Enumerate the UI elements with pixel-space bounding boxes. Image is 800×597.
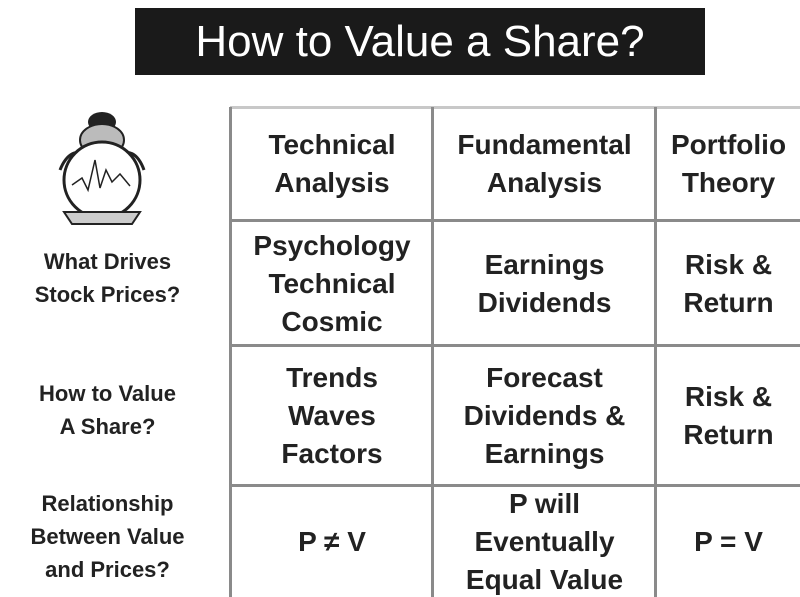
- text-line: What Drives: [43, 248, 172, 274]
- grid-line: [230, 219, 800, 222]
- text-line: Psychology: [253, 229, 411, 261]
- table-cell: P will Eventually Equal Value: [434, 487, 655, 597]
- table-cell: Earnings Dividends: [434, 222, 655, 345]
- text-line: Between Value: [30, 523, 185, 549]
- text-line: Earnings: [484, 248, 605, 280]
- text-line: How to Value: [39, 381, 176, 406]
- text-line: Analysis: [274, 167, 390, 198]
- column-header: Portfolio Theory: [657, 108, 800, 220]
- table-cell: Risk & Return: [657, 222, 800, 345]
- column-header: Technical Analysis: [232, 108, 432, 220]
- row-label: Relationship Between Value and Prices?: [0, 481, 215, 591]
- text-line: Factors: [281, 438, 383, 469]
- text-line: Technical: [268, 267, 396, 299]
- text-line: Theory: [681, 167, 776, 198]
- text-line: and Prices?: [45, 556, 170, 582]
- grid-line: [230, 484, 800, 487]
- table-cell: Forecast Dividends & Earnings: [434, 347, 655, 485]
- grid-line: [230, 106, 800, 109]
- fortune-teller-icon: [58, 112, 146, 225]
- text-line: Cosmic: [281, 305, 383, 337]
- text-line: Return: [683, 286, 774, 318]
- grid-line: [229, 107, 232, 597]
- text-line: Stock Prices?: [34, 281, 181, 307]
- text-line: Analysis: [486, 167, 603, 198]
- grid-line: [230, 344, 800, 347]
- text-line: Return: [683, 419, 774, 450]
- text-line: Eventually: [474, 526, 615, 557]
- text-line: Dividends: [477, 286, 612, 318]
- text-line: Risk &: [684, 381, 773, 412]
- text-line: Equal Value: [465, 564, 624, 595]
- table-cell: Psychology Technical Cosmic: [232, 222, 432, 345]
- text-line: Relationship: [41, 490, 174, 516]
- text-line: Forecast: [486, 362, 603, 393]
- text-line: Earnings: [484, 438, 605, 469]
- grid-line: [431, 107, 434, 597]
- text-line: P will: [508, 488, 581, 519]
- table-cell: P ≠ V: [232, 487, 432, 597]
- text-line: Trends: [286, 362, 378, 393]
- grid-line: [654, 107, 657, 597]
- text-line: Fundamental: [457, 129, 632, 160]
- text-line: Technical: [268, 129, 396, 160]
- text-line: Waves: [288, 400, 376, 431]
- row-label: What Drives Stock Prices?: [0, 216, 215, 339]
- table-cell: P = V: [657, 487, 800, 597]
- text-line: Dividends &: [463, 400, 626, 431]
- text-line: A Share?: [59, 414, 156, 439]
- column-header: Fundamental Analysis: [434, 108, 655, 220]
- text-line: P ≠ V: [298, 526, 366, 557]
- table-cell: Risk & Return: [657, 347, 800, 485]
- text-line: Risk &: [684, 248, 773, 280]
- table-cell: Trends Waves Factors: [232, 347, 432, 485]
- row-label: How to Value A Share?: [0, 341, 215, 479]
- text-line: P = V: [694, 526, 763, 557]
- text-line: Portfolio: [670, 129, 787, 160]
- title: How to Value a Share?: [135, 8, 705, 75]
